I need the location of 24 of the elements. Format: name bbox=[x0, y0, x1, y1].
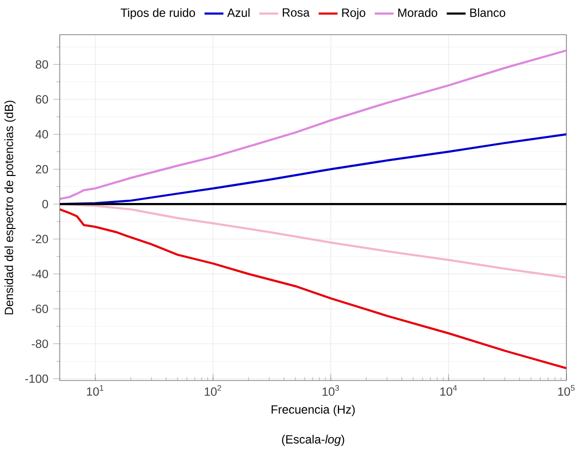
x-tick-label: 10$^{1}$ bbox=[86, 384, 104, 396]
y-tick-label: -60 bbox=[32, 304, 48, 313]
legend-label: Rojo bbox=[342, 8, 366, 20]
y-tick-label: -40 bbox=[32, 270, 48, 278]
legend-label: Azul bbox=[227, 8, 250, 17]
y-tick-label: -80 bbox=[32, 339, 48, 348]
x-tick-label: 10$^{2}$ bbox=[204, 384, 222, 396]
y-tick-label: 40 bbox=[36, 130, 48, 138]
legend-label: Rosa bbox=[282, 8, 310, 17]
text: (Escala-log) bbox=[282, 434, 344, 446]
x-axis-title: Frecuencia (Hz) bbox=[272, 404, 355, 416]
y-tick-label: 80 bbox=[36, 60, 48, 69]
legend-label: Blanco bbox=[470, 8, 506, 17]
y-tick-label: -100 bbox=[25, 374, 48, 383]
y-tick-label: -20 bbox=[32, 234, 48, 244]
y-tick-label: 60 bbox=[36, 94, 48, 104]
y-tick-label: 0 bbox=[42, 200, 48, 208]
legend-label: Morado bbox=[398, 8, 438, 17]
x-tick-label: 10$^{4}$ bbox=[440, 384, 457, 396]
y-axis-title: Densidad del espectro de potencias (dB) bbox=[4, 100, 16, 314]
legend-title: Tipos de ruido bbox=[120, 8, 196, 20]
x-tick-label: 10$^{3}$ bbox=[322, 384, 339, 396]
x-tick-label: 10$^{5}$ bbox=[558, 384, 575, 396]
y-tick-label: 20 bbox=[36, 164, 48, 174]
